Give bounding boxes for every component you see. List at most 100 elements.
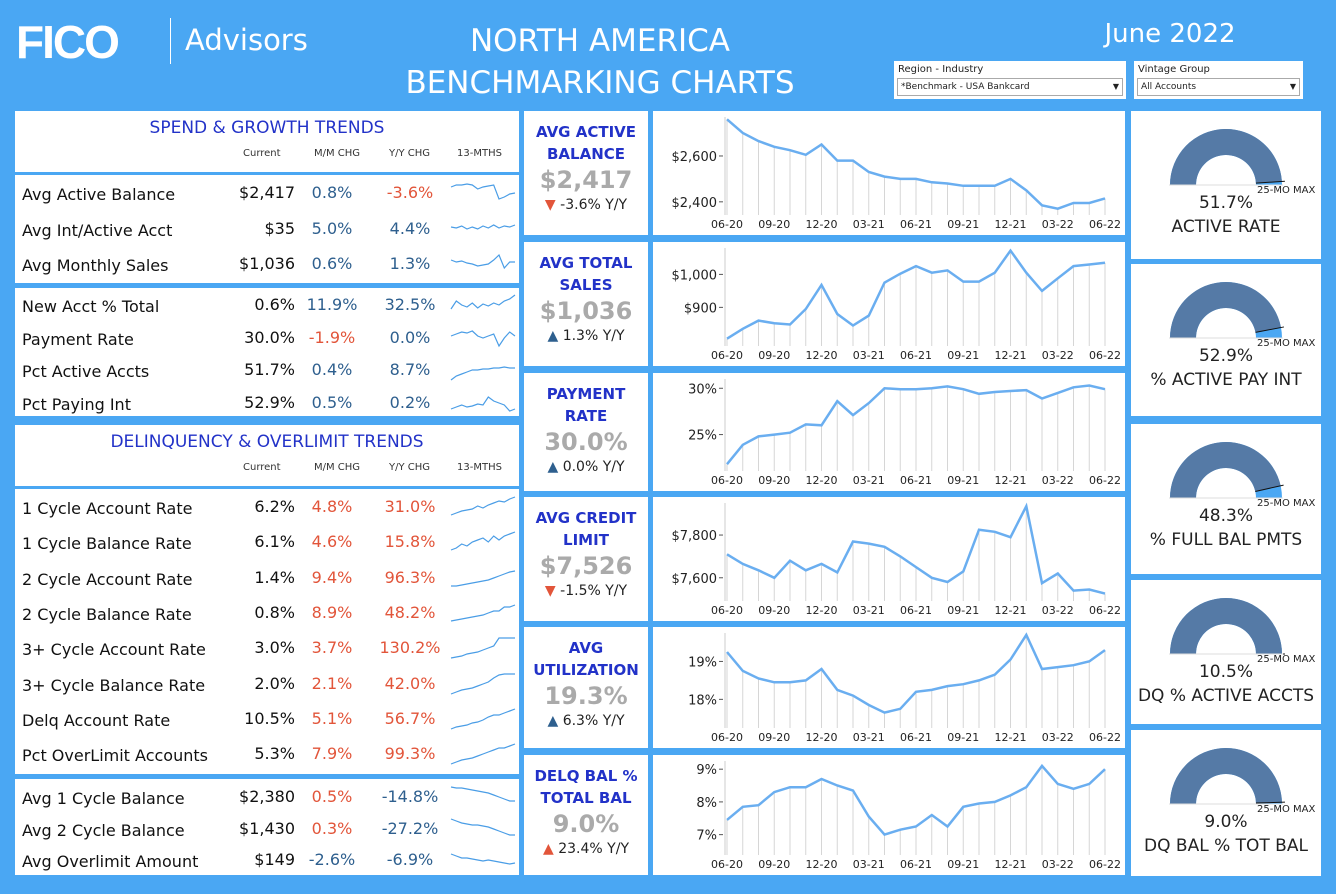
gauge-tile: 25-MO MAX 48.3% % FULL BAL PMTS xyxy=(1131,424,1321,574)
series-line xyxy=(726,632,1106,714)
gauge-fill xyxy=(1170,441,1281,498)
gauge-max-label: 25-MO MAX xyxy=(1257,498,1316,509)
sparkline-line xyxy=(450,294,516,310)
kpi-value: $7,526 xyxy=(539,552,633,580)
gauge-tile: 25-MO MAX 51.7% ACTIVE RATE xyxy=(1131,111,1321,259)
x-tick-label: 03-22 xyxy=(1042,604,1074,617)
kpi-tile: AVG ACTIVE BALANCE $2,417 ▼ -3.6% Y/Y xyxy=(524,111,648,235)
metric-current: 10.5% xyxy=(244,708,295,728)
sparkline xyxy=(450,183,516,200)
metric-current: $35 xyxy=(264,218,295,238)
growth-table: New Acct % Total 0.6% 11.9% 32.5% Payment Ra… xyxy=(15,288,519,416)
metric-name: Payment Rate xyxy=(22,329,134,349)
gauge xyxy=(1169,441,1284,499)
sparkline-line xyxy=(450,637,515,659)
x-tick-label: 06-22 xyxy=(1089,731,1121,744)
gauge-value: 52.9% xyxy=(1198,346,1253,366)
x-tick-label: 03-22 xyxy=(1042,474,1074,487)
gauge xyxy=(1169,747,1285,805)
col-yy: Y/Y CHG xyxy=(389,462,431,473)
x-tick-label: 03-22 xyxy=(1042,218,1074,231)
kpi-title: AVG CREDIT LIMIT xyxy=(524,507,648,551)
metric-current: $2,380 xyxy=(239,787,295,806)
x-tick-label: 12-20 xyxy=(806,731,838,744)
sparkline-line xyxy=(450,817,515,836)
kpi-change-suffix: Y/Y xyxy=(602,713,625,729)
region-select[interactable]: *Benchmark - USA Bankcard ▼ xyxy=(897,78,1123,96)
metric-yy-change: 96.3% xyxy=(384,567,436,587)
table-row: Avg 2 Cycle Balance $1,430 0.3% -27.2% xyxy=(15,814,519,844)
gauge-tile: 25-MO MAX 10.5% DQ % ACTIVE ACCTS xyxy=(1131,580,1321,724)
series-line xyxy=(726,384,1106,465)
metric-mm-change: 0.8% xyxy=(311,183,353,202)
y-tick-label: 18% xyxy=(688,693,717,708)
brand-name: Advisors xyxy=(185,23,308,57)
x-tick-label: 06-20 xyxy=(711,604,743,617)
y-tick-label: $7,600 xyxy=(672,572,718,587)
x-tick-label: 09-21 xyxy=(947,604,979,617)
region-select-value: *Benchmark - USA Bankcard xyxy=(901,82,1030,92)
x-tick-label: 06-21 xyxy=(900,604,932,617)
kpi-change-suffix: Y/Y xyxy=(607,841,629,857)
table-row: Payment Rate 30.0% -1.9% 0.0% xyxy=(15,323,519,353)
kpi-tile: AVG CREDIT LIMIT $7,526 ▼ -1.5% Y/Y xyxy=(524,497,648,621)
metric-mm-change: 4.6% xyxy=(311,532,353,552)
x-tick-label: 06-20 xyxy=(711,349,743,362)
x-tick-label: 06-20 xyxy=(711,474,743,487)
metric-mm-change: 5.1% xyxy=(311,708,353,728)
kpi-title-line-1: AVG ACTIVE xyxy=(535,123,637,141)
metric-mm-change: -1.9% xyxy=(308,327,356,347)
col-current: Current xyxy=(243,148,281,159)
sparkline-line xyxy=(450,531,516,551)
kpi-title-line-2: RATE xyxy=(564,407,608,425)
metric-name: Avg Overlimit Amount xyxy=(22,852,199,871)
gauge xyxy=(1169,598,1285,655)
x-tick-label: 06-21 xyxy=(900,474,932,487)
chevron-down-icon: ▼ xyxy=(1289,82,1296,91)
kpi-change: ▼ -1.5% Y/Y xyxy=(524,581,648,601)
table-row: Pct OverLimit Accounts 5.3% 7.9% 99.3% xyxy=(15,739,519,769)
sparkline xyxy=(450,604,516,622)
sparkline-line xyxy=(451,570,516,587)
table-row: Avg Active Balance $2,417 0.8% -3.6% xyxy=(15,178,519,208)
x-tick-label: 09-21 xyxy=(947,474,979,487)
metric-yy-change: 4.4% xyxy=(389,218,431,238)
sparkline xyxy=(450,253,515,270)
metric-mm-change: 2.1% xyxy=(311,673,353,693)
metric-yy-change: -6.9% xyxy=(386,850,434,869)
kpi-change-value: -3.6% xyxy=(560,197,601,213)
sparkline xyxy=(450,817,515,836)
sparkline-line xyxy=(450,672,515,695)
x-tick-label: 06-22 xyxy=(1089,858,1121,871)
report-date: June 2022 xyxy=(1104,19,1236,49)
kpi-change-value: -1.5% xyxy=(560,583,601,599)
delinquency-title: DELINQUENCY & OVERLIMIT TRENDS xyxy=(110,432,424,452)
table-row: Pct Paying Int 52.9% 0.5% 0.2% xyxy=(15,388,519,418)
delinquency-table: 1 Cycle Account Rate 6.2% 4.8% 31.0% 1 Cycle… xyxy=(15,489,519,774)
x-tick-label: 09-20 xyxy=(758,349,790,362)
x-tick-label: 06-22 xyxy=(1089,218,1121,231)
series-line xyxy=(726,502,1106,595)
metric-yy-change: -14.8% xyxy=(381,787,439,806)
metric-mm-change: 11.9% xyxy=(306,295,358,314)
metric-mm-change: 0.5% xyxy=(311,787,353,806)
kpi-change: ▲ 6.3% Y/Y xyxy=(524,711,648,731)
col-trend: 13-MTHS xyxy=(457,148,502,159)
logo-text: FICO xyxy=(16,16,120,68)
metric-yy-change: -3.6% xyxy=(386,183,434,202)
gauge-label: ACTIVE RATE xyxy=(1171,217,1281,237)
gauge-fill xyxy=(1170,598,1282,654)
metric-yy-change: 56.7% xyxy=(384,708,436,728)
metric-current: 6.2% xyxy=(254,497,295,516)
kpi-title-line-2: LIMIT xyxy=(563,531,609,549)
metric-name: 2 Cycle Balance Rate xyxy=(22,604,192,624)
metric-name: Avg 1 Cycle Balance xyxy=(22,789,185,808)
metric-yy-change: 48.2% xyxy=(384,602,436,622)
kpi-tile: DELQ BAL % TOTAL BAL 9.0% ▲ 23.4% Y/Y xyxy=(524,755,648,875)
vintage-select[interactable]: All Accounts ▼ xyxy=(1137,78,1300,96)
metric-yy-change: 130.2% xyxy=(379,638,441,658)
x-tick-label: 09-20 xyxy=(758,474,790,487)
metric-yy-change: 32.5% xyxy=(384,295,436,314)
metric-name: Pct Paying Int xyxy=(22,394,131,414)
x-tick-label: 06-21 xyxy=(900,858,932,871)
